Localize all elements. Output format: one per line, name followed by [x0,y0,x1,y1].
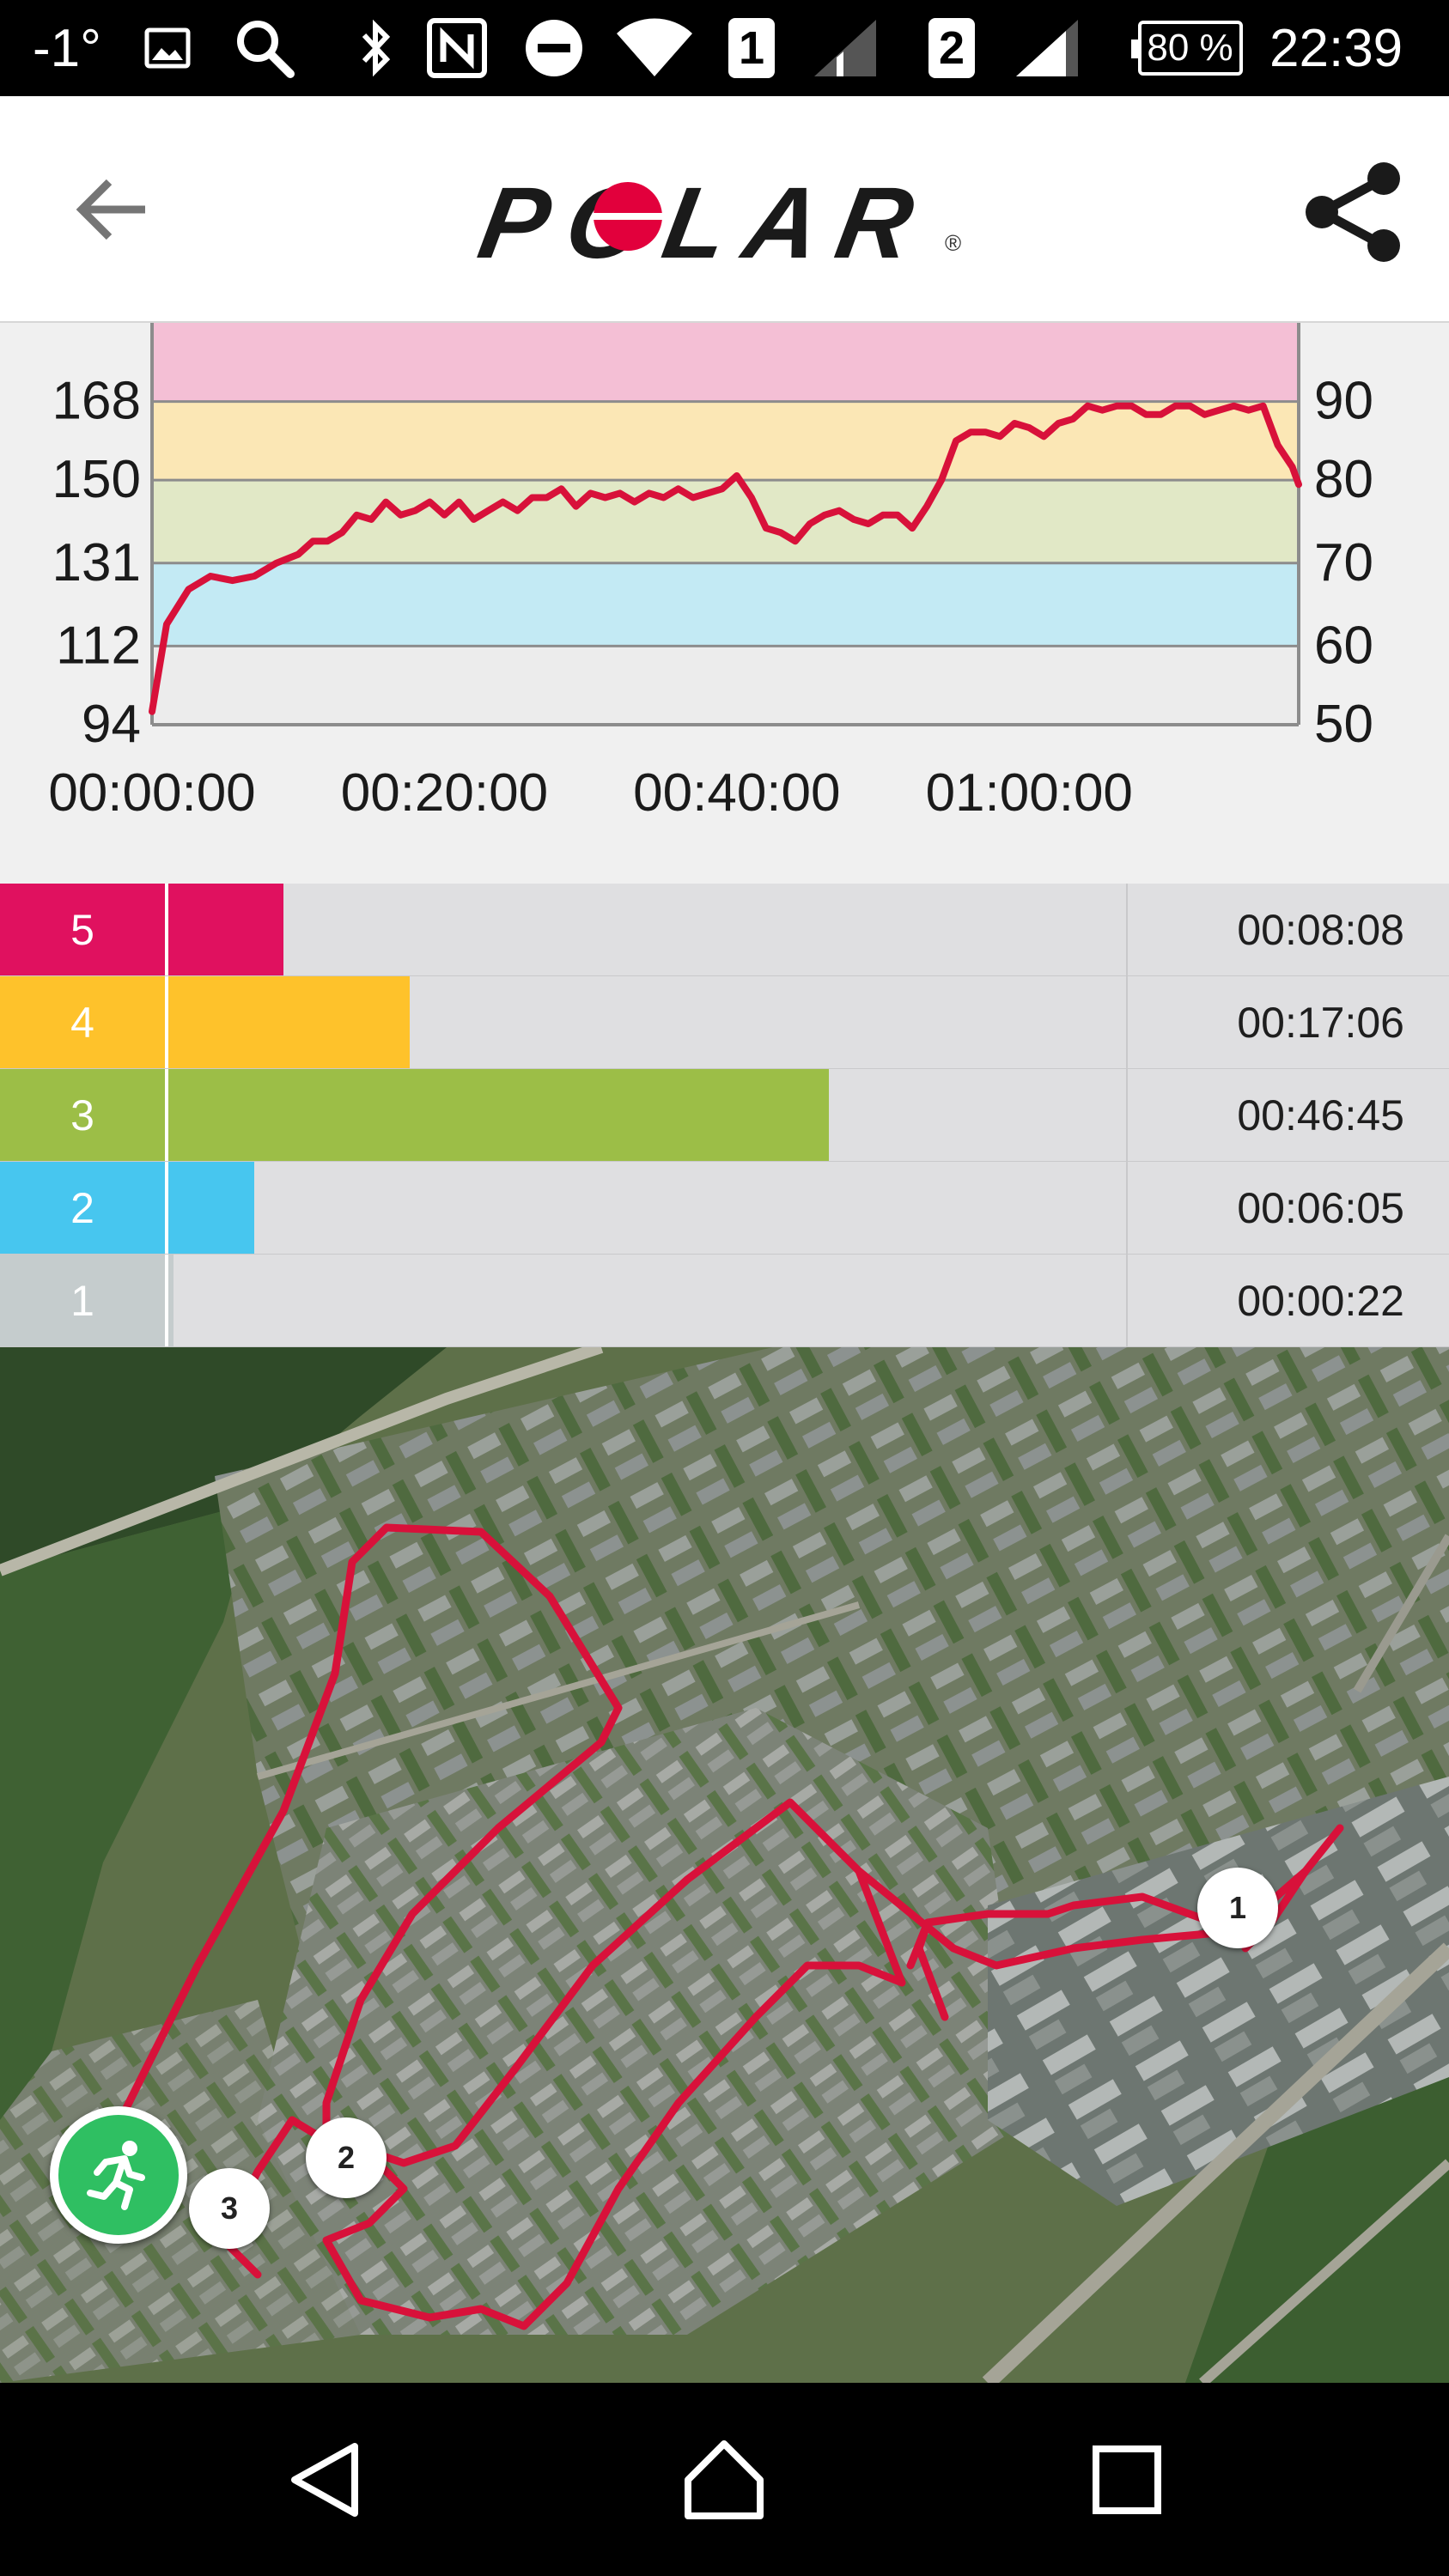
percent-max-tick-label: 90 [1314,372,1373,431]
lap-marker-1[interactable]: 1 [1197,1868,1278,1948]
zone-row-4: 4 00:17:06 [0,976,1449,1069]
zone-bar [168,1069,829,1161]
zone-band-5 [152,323,1299,402]
zone-number: 5 [0,884,165,975]
wifi-icon [612,0,697,96]
zone-row-1: 1 00:00:22 [0,1255,1449,1347]
zone-number: 1 [0,1255,165,1346]
zone-separator [165,884,168,975]
zone-bar [168,1255,174,1346]
sim1-signal-icon [812,0,880,96]
zone-bar [168,976,410,1068]
battery-level: 80 % [1147,27,1233,69]
zone-bar [168,884,283,975]
navigation-bar [0,2383,1449,2576]
time-tick-label: 01:00:00 [926,763,1133,823]
time-tick-label: 00:00:00 [48,763,255,823]
status-bar: -1° 1 2 80 % 22:39 [0,0,1449,96]
heart-rate-zones: 5 00:08:08 4 00:17:06 3 00:46:45 2 00:06… [0,884,1449,1347]
hr-chart-svg: 168 150 131 112 94 90 80 70 60 50 00:00:00 00:20:… [48,323,1373,823]
zone-row-2: 2 00:06:05 [0,1162,1449,1255]
satellite-map[interactable] [0,1347,1449,2383]
zone-time: 00:17:06 [1126,976,1449,1068]
zone-bar [168,1162,254,1254]
zone-band-4 [152,401,1299,481]
hr-tick-label: 112 [56,616,141,675]
lap-marker-3[interactable]: 3 [189,2168,270,2249]
app-bar: POLAR ® [0,96,1449,323]
zone-separator [165,1255,168,1346]
zone-time: 00:46:45 [1126,1069,1449,1161]
zone-row-3: 3 00:46:45 [0,1069,1449,1162]
recents-square-icon[interactable] [1041,2383,1213,2576]
sim2-signal-icon [1014,0,1082,96]
heart-rate-chart: 168 150 131 112 94 90 80 70 60 50 00:00:00 00:20:… [0,323,1449,883]
hr-tick-label: 131 [52,533,141,592]
hr-tick-label: 94 [82,695,141,754]
temperature: -1° [33,18,101,78]
sim1-badge: 1 [726,0,777,96]
zone-band-2 [152,562,1299,647]
hr-tick-label: 150 [52,450,141,509]
zone-time: 00:00:22 [1126,1255,1449,1346]
zone-number: 4 [0,976,165,1068]
time-tick-label: 00:20:00 [341,763,548,823]
search-icon [230,0,299,96]
back-triangle-icon[interactable] [239,2383,411,2576]
polar-logo: POLAR ® [471,167,962,280]
bluetooth-icon [350,0,402,96]
percent-max-tick-label: 80 [1314,450,1373,509]
do-not-disturb-icon [520,0,588,96]
zone-separator [165,976,168,1068]
clock: 22:39 [1269,18,1403,78]
zone-number: 2 [0,1162,165,1254]
zone-band-1 [152,646,1299,725]
home-icon[interactable] [638,2383,810,2576]
zone-separator [165,1069,168,1161]
percent-max-tick-label: 60 [1314,616,1373,675]
polar-logo-dot [594,182,662,251]
zone-band-3 [152,480,1299,563]
zone-time: 00:06:05 [1126,1162,1449,1254]
zone-row-5: 5 00:08:08 [0,884,1449,976]
route-map[interactable]: 1 2 3 [0,1347,1449,2383]
share-icon[interactable] [1297,156,1409,268]
hr-tick-label: 168 [52,372,141,431]
back-arrow-icon[interactable] [60,167,163,252]
zone-time: 00:08:08 [1126,884,1449,975]
percent-max-tick-label: 50 [1314,695,1373,754]
heart-rate-line [149,402,1302,715]
sport-type-button[interactable] [50,2106,187,2244]
percent-max-tick-label: 70 [1314,533,1373,592]
image-icon [142,0,193,96]
battery-icon: 80 % [1130,0,1248,96]
time-tick-label: 00:40:00 [633,763,840,823]
sim2-badge: 2 [926,0,977,96]
zone-number: 3 [0,1069,165,1161]
running-person-icon [58,2115,179,2235]
nfc-icon [423,0,491,96]
zone-separator [165,1162,168,1254]
lap-marker-2[interactable]: 2 [306,2117,387,2198]
